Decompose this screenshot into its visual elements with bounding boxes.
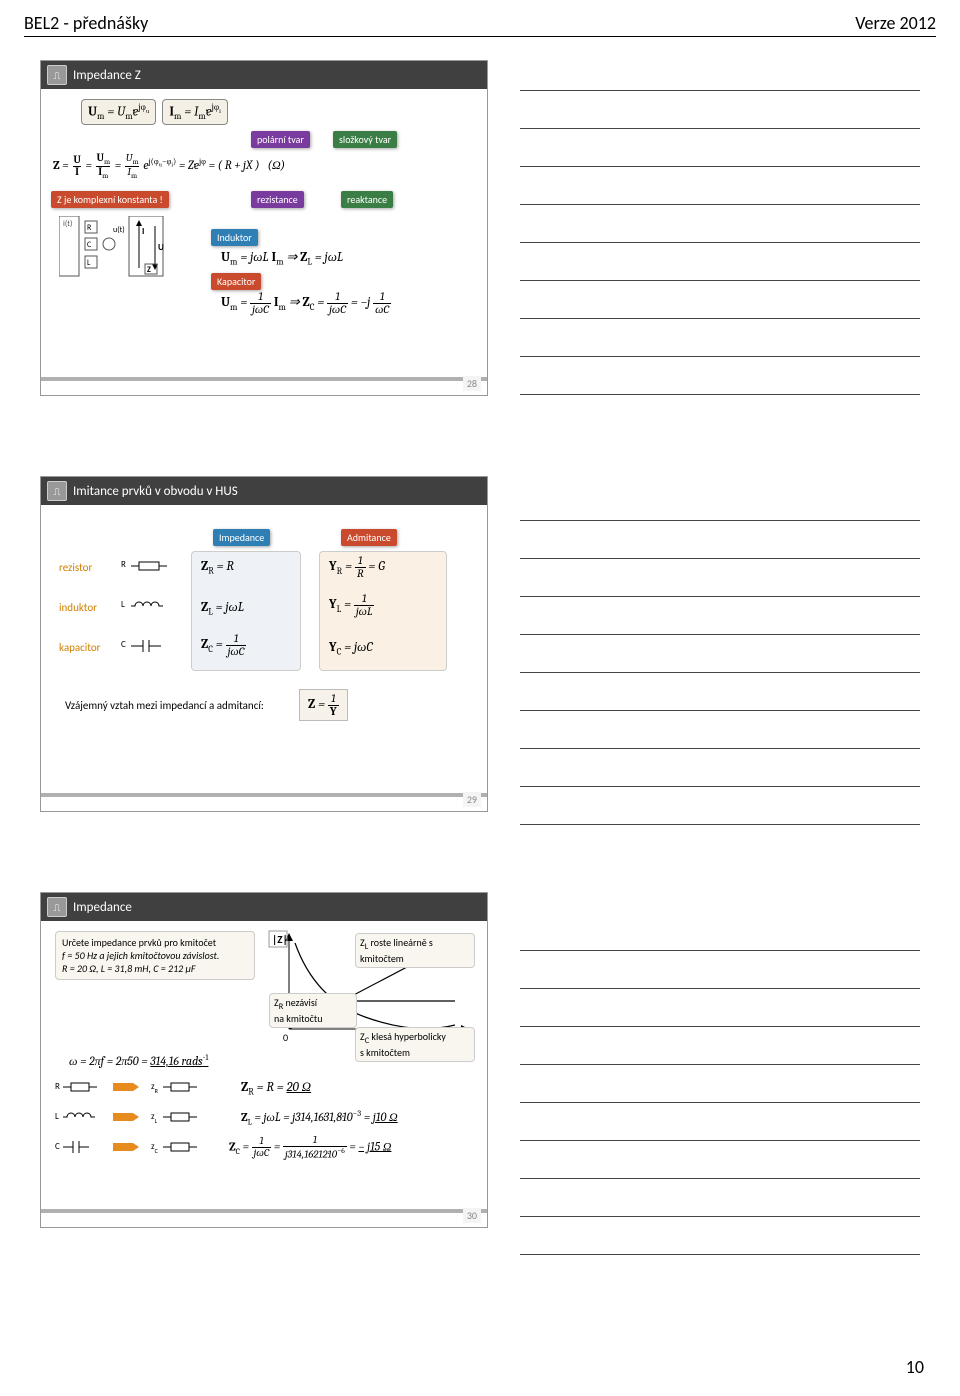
slide-title: Impedance xyxy=(73,900,132,915)
task-line-3: R = 20 Ω, L = 31,8 mH, C = 212 µF xyxy=(62,962,248,975)
slide-title-bar: ⎍ Impedance xyxy=(41,893,487,921)
note-zc: ZC klesá hyperbolickys kmitočtem xyxy=(355,1027,475,1062)
notes-block-3 xyxy=(520,920,920,1320)
inductor-symbol-icon: L xyxy=(121,597,177,615)
col-header-admitance: Admitance xyxy=(341,529,397,546)
svg-text:L: L xyxy=(87,258,91,268)
eq-zc-num: ZC = 1jωC = 1j314,16·212·10−6 = − j15 Ω xyxy=(229,1135,391,1160)
svg-text:i(t): i(t) xyxy=(63,219,72,229)
task-line-1: Určete impedance prvků pro kmitočet xyxy=(62,936,248,949)
row-l: L zL xyxy=(55,1107,225,1134)
pill-polar: polární tvar xyxy=(251,131,310,148)
slide-accent-strip xyxy=(41,377,487,381)
capacitor-symbol-icon: C xyxy=(121,637,177,655)
eq-imp-c: ZC = 1jωC xyxy=(201,633,246,657)
slide-accent-strip xyxy=(41,793,487,797)
page-number: 10 xyxy=(906,1356,924,1378)
course-logo-icon: ⎍ xyxy=(47,897,67,917)
header-left: BEL2 - přednášky xyxy=(24,12,148,34)
svg-text:C: C xyxy=(87,240,92,250)
pill-inductor: Induktor xyxy=(211,229,258,246)
pill-reaktance: reaktance xyxy=(341,191,393,208)
page-header: BEL2 - přednášky Verze 2012 xyxy=(24,12,936,37)
course-logo-icon: ⎍ xyxy=(47,481,67,501)
svg-text:L: L xyxy=(121,599,125,610)
relation-label: Vzájemný vztah mezi impedancí a admitanc… xyxy=(65,699,264,712)
slide-imitance: ⎍ Imitance prvků v obvodu v HUS Impedanc… xyxy=(40,476,488,812)
svg-text:u(t): u(t) xyxy=(113,225,125,235)
eq-imp-l: ZL = jωL xyxy=(201,599,244,618)
course-logo-icon: ⎍ xyxy=(47,65,67,85)
pill-component: složkový tvar xyxy=(333,131,397,148)
svg-text:zL: zL xyxy=(151,1111,158,1125)
svg-text:R: R xyxy=(55,1081,60,1092)
task-line-2: f = 50 Hz a jejich kmitočtovou závislost… xyxy=(62,949,248,962)
slide-impedance-z: ⎍ Impedance Z Um = Um·ejφu Im = Im·ejφi … xyxy=(40,60,488,396)
svg-text:C: C xyxy=(121,639,126,650)
relation-eq: Z = 1Y xyxy=(299,689,348,721)
svg-text:R: R xyxy=(87,223,92,233)
resistor-symbol-icon: R xyxy=(121,557,177,575)
phasor-boxes: Um = Um·ejφu Im = Im·ejφi xyxy=(81,99,228,125)
slides-column: ⎍ Impedance Z Um = Um·ejφu Im = Im·ejφi … xyxy=(40,60,488,1308)
eq-inductor: Um = jωL Im ⇒ ZL = jωL xyxy=(221,249,343,268)
notes-block-1 xyxy=(520,60,920,460)
slide-title-bar: ⎍ Imitance prvků v obvodu v HUS xyxy=(41,477,487,505)
row-label-c: kapacitor xyxy=(59,641,101,654)
slide-page-number: 30 xyxy=(463,1208,481,1223)
row-r: R zR xyxy=(55,1077,225,1104)
svg-text:L: L xyxy=(55,1111,59,1122)
eq-phasor-i: Im = Im·ejφi xyxy=(162,99,227,125)
eq-imp-r: ZR = R xyxy=(201,559,234,577)
eq-adm-c: YC = jωC xyxy=(329,639,373,658)
row-label-r: rezistor xyxy=(59,561,92,574)
svg-text:R: R xyxy=(121,559,126,570)
notes-block-2 xyxy=(520,490,920,890)
eq-impedance-main: Z = UI = UmIm = UmIm ej(φu−φi) = Z·ejφ =… xyxy=(53,153,285,179)
row-c: C zC xyxy=(55,1137,225,1164)
svg-text:U: U xyxy=(158,242,164,253)
svg-text:zR: zR xyxy=(151,1081,159,1095)
header-right: Verze 2012 xyxy=(855,12,936,34)
row-r-icons: R zR xyxy=(55,1077,225,1099)
slide-accent-strip xyxy=(41,1209,487,1213)
task-box: Určete impedance prvků pro kmitočet f = … xyxy=(55,931,255,980)
eq-adm-l: YL = 1jωL xyxy=(329,593,374,617)
notes-column xyxy=(520,60,920,1350)
svg-text:zC: zC xyxy=(151,1141,159,1155)
slide-impedance-example: ⎍ Impedance Určete impedance prvků pro k… xyxy=(40,892,488,1228)
pill-capacitor: Kapacitor xyxy=(211,273,261,290)
svg-text:|Z|: |Z| xyxy=(272,933,288,946)
eq-omega: ω = 2πf = 2π·50 = 314,16 rad·s-1 xyxy=(69,1053,208,1069)
svg-text:I: I xyxy=(142,226,144,237)
circuit-diagram-icon: i(t) R u(t) C L I U Z xyxy=(59,216,189,316)
svg-text:Z: Z xyxy=(147,265,151,275)
slide-page-number: 29 xyxy=(463,792,481,807)
svg-text:0: 0 xyxy=(283,1031,288,1044)
slide-page-number: 28 xyxy=(463,376,481,391)
eq-phasor-u: Um = Um·ejφu xyxy=(81,99,156,125)
row-label-l: induktor xyxy=(59,601,97,614)
slide-title-bar: ⎍ Impedance Z xyxy=(41,61,487,89)
note-zl: ZL Z_L roste lineárně s kmitočtemroste l… xyxy=(355,933,475,968)
pill-const: Z je komplexní konstanta ! xyxy=(51,191,169,208)
row-l-icons: L zL xyxy=(55,1107,225,1129)
row-c-icons: C zC xyxy=(55,1137,225,1159)
col-header-impedance: Impedance xyxy=(213,529,270,546)
eq-capacitor: Um = 1jωC Im ⇒ ZC = 1jωC = −j 1ωC xyxy=(221,291,391,315)
pill-rezistance: rezistance xyxy=(251,191,304,208)
slide-title: Imitance prvků v obvodu v HUS xyxy=(73,484,238,499)
note-zr: ZR nezávisína kmitočtu xyxy=(269,993,357,1028)
svg-text:C: C xyxy=(55,1141,60,1152)
eq-adm-r: YR = 1R = G xyxy=(329,555,385,579)
eq-zr-num: ZR = R = 20 Ω xyxy=(241,1079,311,1098)
slide-title: Impedance Z xyxy=(73,68,141,83)
eq-zl-num: ZL = jωL = j314,16·31,8·10−3 = j10 Ω xyxy=(241,1109,398,1127)
